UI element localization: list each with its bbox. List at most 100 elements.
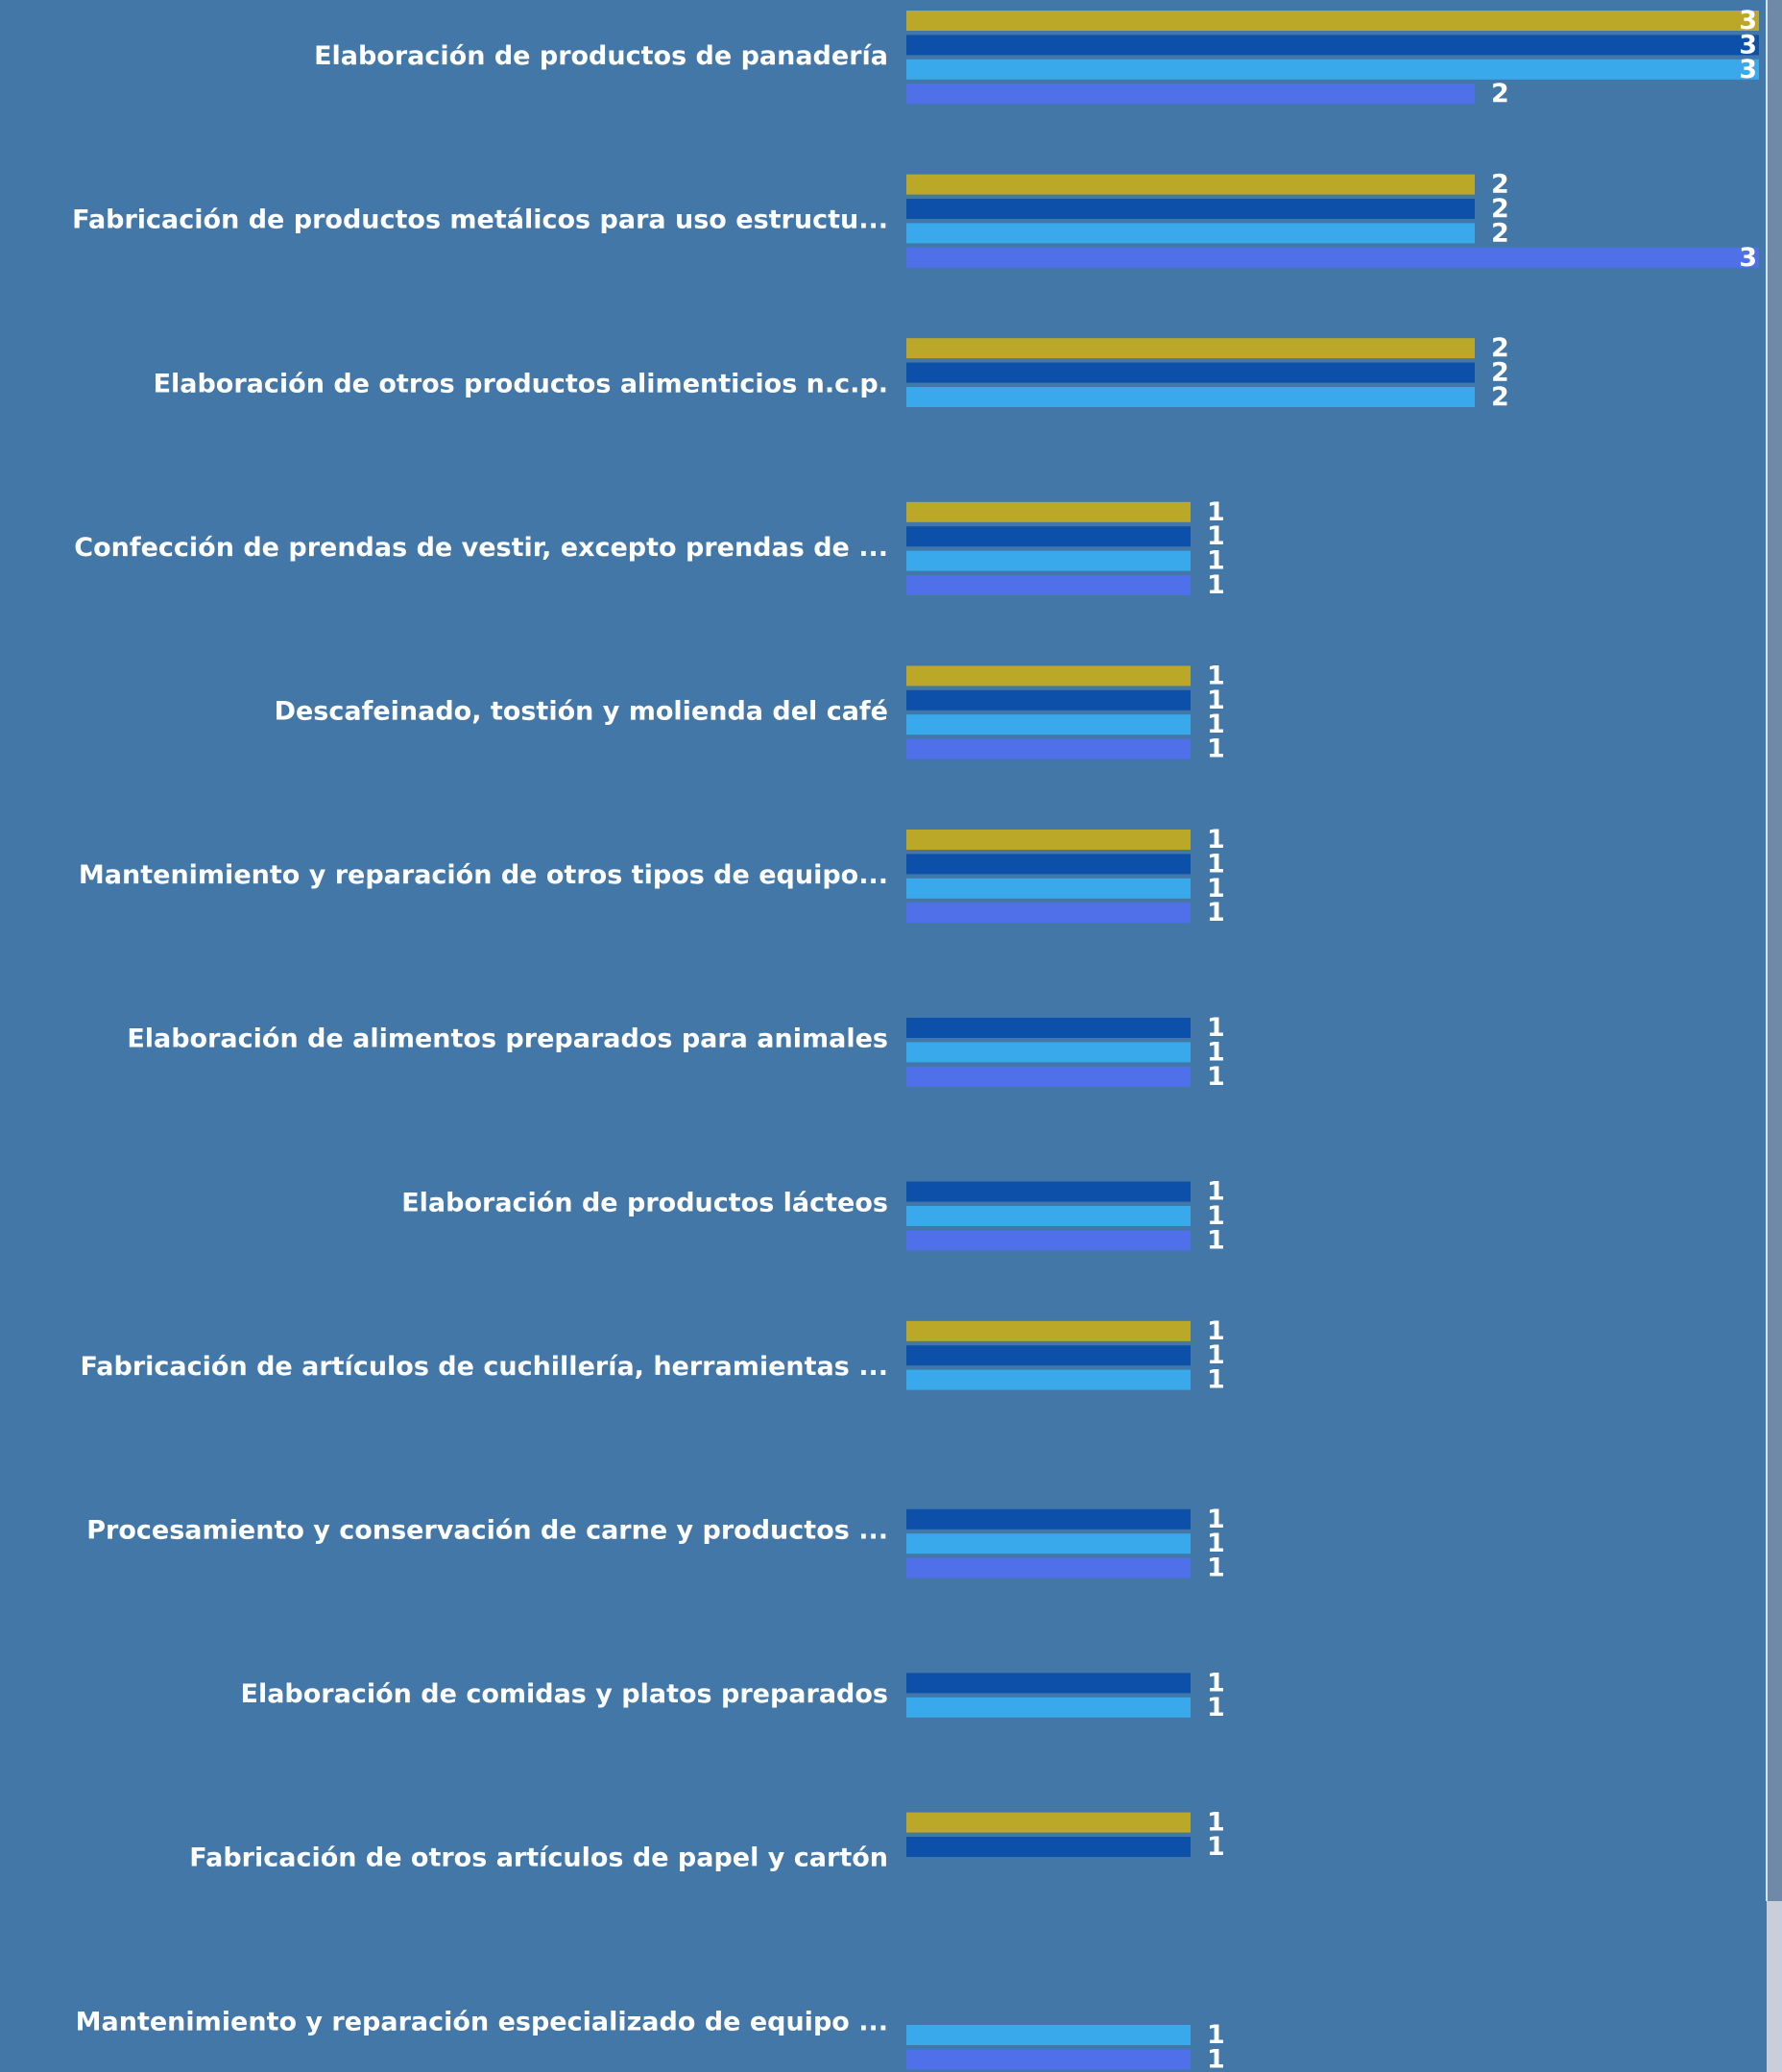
bar [906, 338, 1475, 359]
value-label: 1 [1207, 1693, 1225, 1723]
value-label: 1 [1207, 1062, 1225, 1092]
bar [906, 1837, 1191, 1857]
value-label: 1 [1207, 874, 1225, 903]
category-label: Mantenimiento y reparación especializado… [76, 2007, 888, 2036]
bar [906, 550, 1191, 571]
bar [906, 2025, 1191, 2045]
bar [906, 1508, 1191, 1530]
value-label: 3 [1739, 30, 1757, 60]
bar [906, 11, 1759, 31]
bar [906, 1557, 1191, 1578]
bar [906, 501, 1191, 522]
bar [906, 2049, 1191, 2070]
bar [906, 830, 1191, 850]
value-label: 1 [1207, 1529, 1225, 1558]
value-label: 1 [1207, 2044, 1225, 2072]
value-label: 1 [1207, 710, 1225, 739]
bar [906, 575, 1191, 595]
value-label: 3 [1739, 6, 1757, 36]
bar [906, 35, 1759, 56]
bar [906, 199, 1475, 219]
value-label: 2 [1491, 194, 1509, 224]
bar [906, 1812, 1191, 1833]
bar [906, 665, 1191, 687]
bar [906, 1181, 1191, 1202]
bar [906, 1697, 1191, 1718]
bar [906, 1230, 1191, 1251]
category-label: Elaboración de productos de panadería [314, 41, 888, 71]
category-label: Elaboración de alimentos preparados para… [127, 1024, 888, 1054]
value-label: 1 [1207, 735, 1225, 764]
value-label: 2 [1491, 382, 1509, 412]
bar [906, 223, 1475, 244]
value-label: 1 [1207, 898, 1225, 928]
scroll-corner [1767, 1901, 1782, 2072]
value-label: 1 [1207, 1832, 1225, 1862]
bar [906, 878, 1191, 899]
bar [906, 247, 1759, 268]
bar [906, 84, 1475, 105]
category-label: Elaboración de productos lácteos [401, 1188, 888, 1217]
value-label: 1 [1207, 546, 1225, 576]
bar [906, 174, 1475, 195]
value-label: 2 [1491, 79, 1509, 108]
bar [906, 1673, 1191, 1694]
bar [906, 854, 1191, 875]
value-label: 1 [1207, 1225, 1225, 1255]
value-label: 1 [1207, 849, 1225, 879]
value-label: 3 [1739, 243, 1757, 273]
value-label: 3 [1739, 55, 1757, 84]
category-label: Confección de prendas de vestir, excepto… [74, 533, 888, 563]
value-label: 1 [1207, 825, 1225, 855]
value-label: 1 [1207, 497, 1225, 527]
value-label: 1 [1207, 661, 1225, 690]
bar [906, 387, 1475, 407]
bar [906, 1369, 1191, 1390]
value-label: 1 [1207, 570, 1225, 600]
bar [906, 1018, 1191, 1038]
bar [906, 1066, 1191, 1087]
category-label: Fabricación de otros artículos de papel … [189, 1843, 888, 1873]
category-label: Mantenimiento y reparación de otros tipo… [79, 860, 888, 890]
value-label: 1 [1207, 1365, 1225, 1395]
value-label: 2 [1491, 170, 1509, 200]
bar [906, 714, 1191, 735]
value-label: 1 [1207, 1316, 1225, 1346]
value-label: 1 [1207, 1037, 1225, 1067]
value-label: 2 [1491, 358, 1509, 388]
bar [906, 1042, 1191, 1063]
value-label: 1 [1207, 1177, 1225, 1207]
category-label: Fabricación de productos metálicos para … [72, 205, 888, 235]
bar [906, 903, 1191, 924]
value-label: 1 [1207, 1340, 1225, 1370]
bar [906, 1533, 1191, 1554]
bar [906, 1320, 1191, 1341]
bar [906, 362, 1475, 383]
value-label: 1 [1207, 1201, 1225, 1231]
category-label: Descafeinado, tostión y molienda del caf… [275, 697, 888, 727]
value-label: 2 [1491, 333, 1509, 363]
value-label: 1 [1207, 1554, 1225, 1583]
value-label: 1 [1207, 1808, 1225, 1838]
bar [906, 59, 1759, 80]
category-label: Fabricación de artículos de cuchillería,… [80, 1352, 888, 1382]
category-label: Elaboración de otros productos alimentic… [154, 369, 888, 398]
bar [906, 1345, 1191, 1366]
scroll-track [1767, 0, 1782, 2072]
category-label: Procesamiento y conservación de carne y … [86, 1516, 888, 1546]
bar [906, 1206, 1191, 1226]
bar [906, 738, 1191, 759]
value-label: 1 [1207, 686, 1225, 715]
value-label: 1 [1207, 521, 1225, 551]
category-label: Elaboración de comidas y platos preparad… [241, 1679, 888, 1709]
bar [906, 526, 1191, 547]
value-label: 1 [1207, 1505, 1225, 1534]
value-label: 1 [1207, 1013, 1225, 1043]
value-label: 1 [1207, 2020, 1225, 2050]
value-label: 1 [1207, 1668, 1225, 1698]
value-label: 2 [1491, 218, 1509, 248]
bar [906, 689, 1191, 711]
